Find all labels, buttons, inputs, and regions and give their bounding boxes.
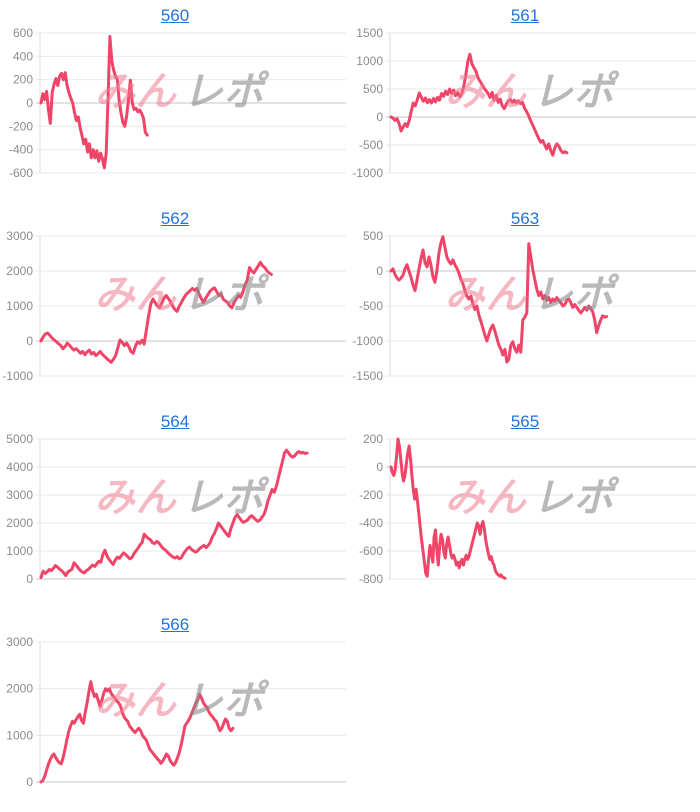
line-chart-svg: 200 0 -200 -400 -600 -800 [359, 434, 696, 584]
line-chart-svg: 600 400 200 0 -200 -400 -600 [9, 28, 346, 178]
line-chart-svg: 1500 1000 500 0 -500 -1000 [352, 28, 696, 178]
y-tick-label: 2000 [6, 264, 33, 278]
y-tick-label: 600 [13, 28, 33, 40]
chart-cell-564: 564 5000 4000 3000 2000 1000 0 みんレポ [0, 406, 350, 584]
y-tick-label: 200 [363, 434, 383, 446]
chart-plot-area: 200 0 -200 -400 -600 -800 みんレポ [350, 434, 700, 584]
y-tick-label: 200 [13, 73, 33, 87]
chart-title: 561 [350, 0, 700, 28]
chart-title-link[interactable]: 561 [510, 6, 540, 25]
chart-cell-561: 561 1500 1000 500 0 -500 -1000 みんレポ [350, 0, 700, 178]
y-tick-label: -500 [359, 138, 383, 152]
chart-title-link[interactable]: 564 [160, 412, 190, 431]
y-tick-label: -200 [9, 119, 33, 133]
y-tick-label: 0 [26, 775, 33, 787]
chart-cell-566: 566 3000 2000 1000 0 みんレポ [0, 609, 350, 787]
y-tick-label: -1000 [352, 334, 383, 348]
y-tick-label: 5000 [6, 434, 33, 446]
chart-title-link[interactable]: 565 [510, 412, 540, 431]
y-tick-label: 3000 [6, 637, 33, 649]
y-tick-label: -400 [359, 516, 383, 530]
y-tick-label: 0 [376, 110, 383, 124]
y-tick-label: -600 [359, 544, 383, 558]
y-tick-label: -800 [359, 572, 383, 584]
y-tick-label: -200 [359, 488, 383, 502]
data-series-line [39, 680, 235, 784]
y-tick-label: 1000 [6, 728, 33, 742]
line-chart-svg: 3000 2000 1000 0 [6, 637, 346, 787]
y-tick-label: 1000 [6, 544, 33, 558]
chart-plot-area: 3000 2000 1000 0 -1000 みんレポ [0, 231, 350, 381]
y-tick-label: 4000 [6, 460, 33, 474]
chart-cell-562: 562 3000 2000 1000 0 -1000 みんレポ [0, 203, 350, 381]
y-tick-label: 0 [376, 460, 383, 474]
y-tick-label: 1000 [6, 299, 33, 313]
data-series-line [39, 260, 273, 364]
y-tick-label: 0 [26, 96, 33, 110]
line-chart-svg: 5000 4000 3000 2000 1000 0 [6, 434, 346, 584]
chart-title: 566 [0, 609, 350, 637]
y-tick-label: 1500 [356, 28, 383, 40]
data-series-line [39, 35, 149, 170]
y-tick-label: -600 [9, 166, 33, 178]
y-tick-label: 500 [363, 82, 383, 96]
chart-title: 565 [350, 406, 700, 434]
chart-title-link[interactable]: 562 [160, 209, 190, 228]
chart-plot-area: 5000 4000 3000 2000 1000 0 みんレポ [0, 434, 350, 584]
y-tick-label: 500 [363, 231, 383, 243]
chart-title: 563 [350, 203, 700, 231]
y-tick-label: 1000 [356, 54, 383, 68]
chart-title: 564 [0, 406, 350, 434]
y-tick-label: 400 [13, 49, 33, 63]
chart-title-link[interactable]: 560 [160, 6, 190, 25]
y-tick-label: -500 [359, 299, 383, 313]
chart-plot-area: 600 400 200 0 -200 -400 -600 みんレポ [0, 28, 350, 178]
data-series-line [39, 448, 309, 580]
y-tick-label: 0 [26, 572, 33, 584]
y-tick-label: -1500 [352, 369, 383, 381]
data-series-line [389, 437, 507, 580]
y-tick-label: 3000 [6, 488, 33, 502]
line-chart-svg: 500 0 -500 -1000 -1500 [352, 231, 696, 381]
chart-plot-area: 1500 1000 500 0 -500 -1000 みんレポ [350, 28, 700, 178]
chart-cell-563: 563 500 0 -500 -1000 -1500 みんレポ [350, 203, 700, 381]
chart-title-link[interactable]: 563 [510, 209, 540, 228]
y-tick-label: 2000 [6, 516, 33, 530]
y-tick-label: 3000 [6, 231, 33, 243]
y-tick-label: 2000 [6, 682, 33, 696]
chart-plot-area: 3000 2000 1000 0 みんレポ [0, 637, 350, 787]
line-chart-svg: 3000 2000 1000 0 -1000 [2, 231, 346, 381]
data-series-line [389, 52, 569, 157]
y-tick-label: -400 [9, 143, 33, 157]
chart-title: 560 [0, 0, 350, 28]
chart-title-link[interactable]: 566 [160, 615, 190, 634]
data-series-line [389, 235, 609, 364]
chart-cell-560: 560 600 400 200 0 -200 -400 -600 みんレポ [0, 0, 350, 178]
y-tick-label: -1000 [352, 166, 383, 178]
y-tick-label: 0 [26, 334, 33, 348]
chart-plot-area: 500 0 -500 -1000 -1500 みんレポ [350, 231, 700, 381]
chart-title: 562 [0, 203, 350, 231]
chart-cell-565: 565 200 0 -200 -400 -600 -800 みんレポ [350, 406, 700, 584]
y-tick-label: 0 [376, 264, 383, 278]
y-tick-label: -1000 [2, 369, 33, 381]
